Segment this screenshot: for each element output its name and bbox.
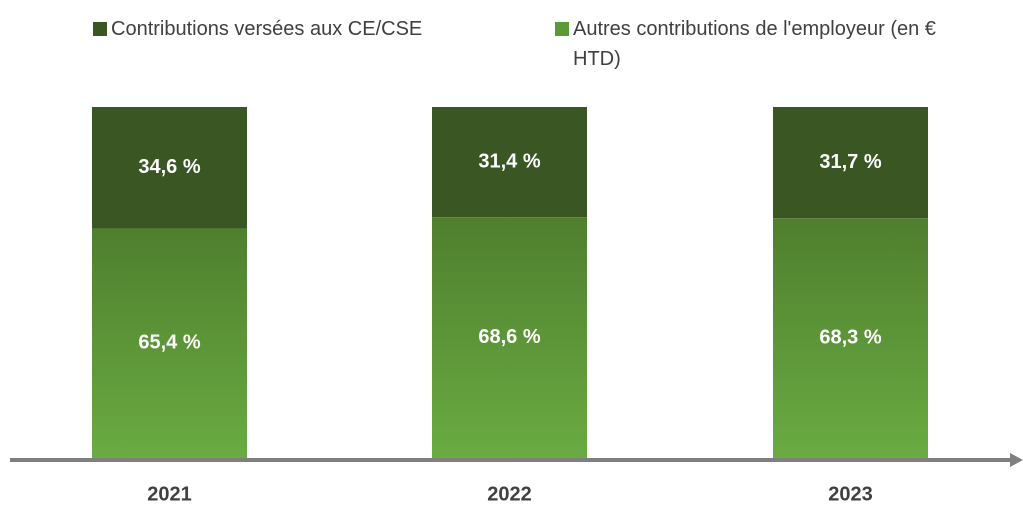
x-tick-label: 2023 — [828, 483, 873, 505]
legend-swatch — [93, 22, 107, 36]
bar-segment — [773, 107, 928, 219]
value-label: 34,6 % — [138, 156, 200, 178]
value-label: 68,3 % — [819, 326, 881, 348]
bar-segment — [92, 107, 247, 229]
legend-label: Contributions versées aux CE/CSE — [111, 18, 423, 40]
value-label: 31,7 % — [819, 151, 881, 173]
value-label: 68,6 % — [478, 326, 540, 348]
axis-arrow — [1010, 453, 1023, 467]
x-tick-label: 2022 — [487, 483, 532, 505]
legend-swatch — [555, 22, 569, 36]
x-tick-label: 2021 — [147, 483, 192, 505]
legend-item: Contributions versées aux CE/CSE — [93, 14, 422, 44]
bar-segment — [432, 107, 587, 218]
bar-segment — [432, 217, 587, 458]
bar-segment — [773, 218, 928, 458]
value-label: 65,4 % — [138, 332, 200, 354]
bar-segment — [92, 228, 247, 458]
value-label: 31,4 % — [478, 150, 540, 172]
legend-item: Autres contributions de l'employeur (en … — [555, 14, 973, 74]
legend-label: Autres contributions de l'employeur (en … — [573, 18, 936, 70]
